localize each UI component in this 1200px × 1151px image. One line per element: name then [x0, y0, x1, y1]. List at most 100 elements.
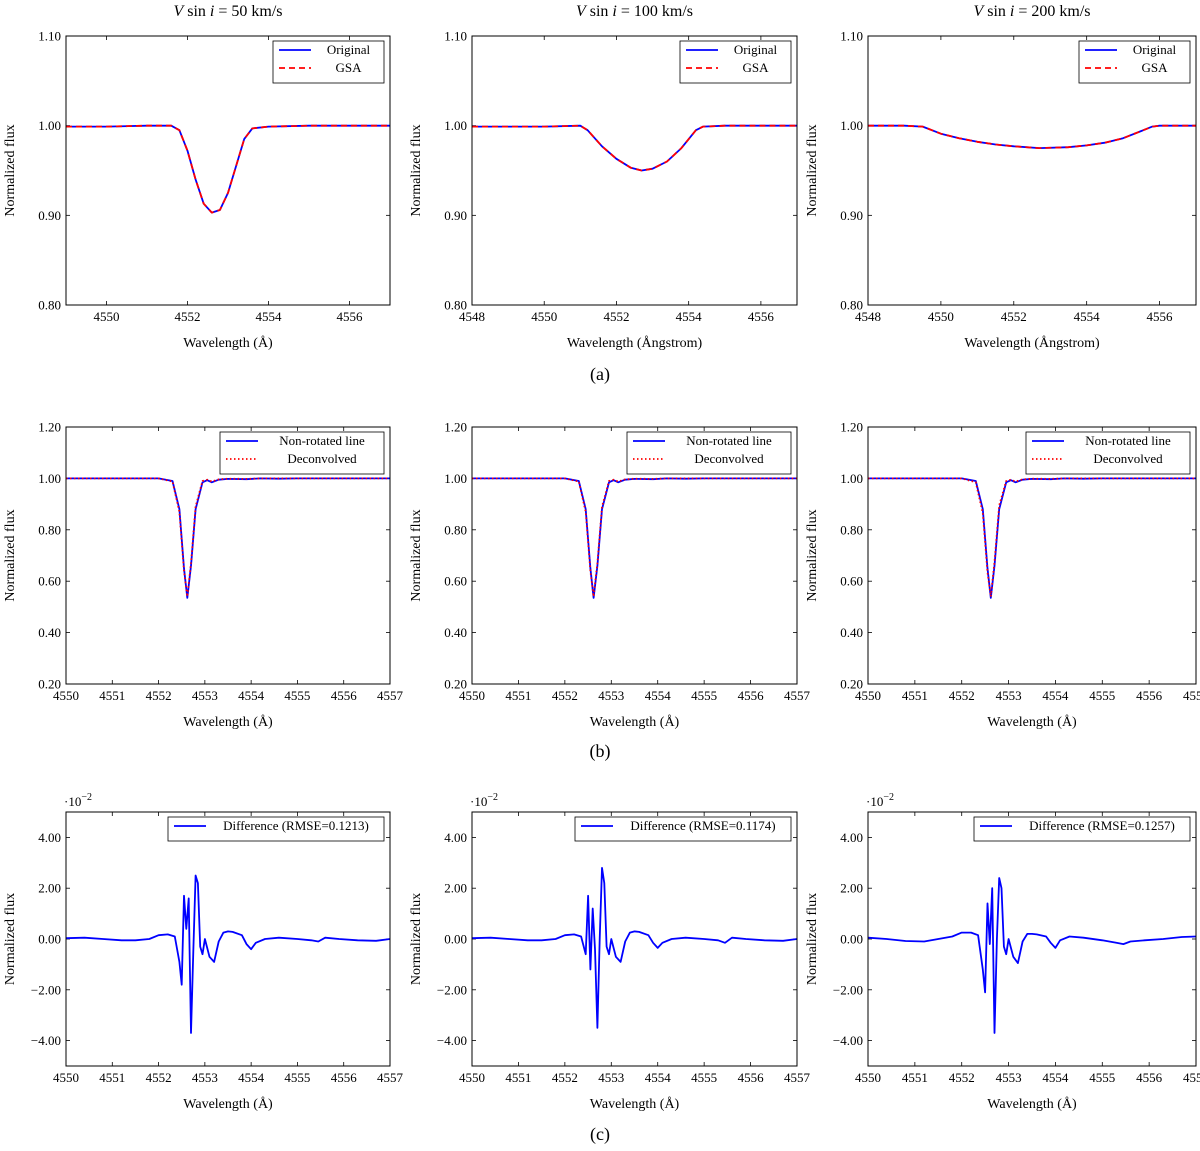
chart-panel-5: 4550 4551 4552 4553 4554 4555 4556 4557 0.20 0.40… — [409, 420, 811, 731]
legend: Non-rotated line Deconvolved — [1025, 431, 1191, 475]
y-tick-label: 1.20 — [38, 420, 61, 435]
x-tick-label: 4555 — [691, 1070, 717, 1085]
x-tick-label: 4552 — [603, 309, 629, 324]
plot-frame — [867, 426, 1197, 685]
x-tick-label: 4554 — [238, 1070, 265, 1085]
y-axis-label: Normalized flux — [3, 509, 18, 601]
x-axis-label: Wavelength (Ångstrom) — [567, 335, 703, 351]
x-tick-label: 4551 — [505, 1070, 531, 1085]
x-tick-label: 4553 — [598, 1070, 624, 1085]
y-tick-label: 0.80 — [840, 522, 863, 537]
y-axis-label: Normalized flux — [409, 893, 424, 985]
y-tick-label: −4.00 — [31, 1033, 61, 1048]
legend-label: Difference (RMSE=0.1174) — [630, 818, 775, 833]
chart-title: V sin i = 50 km/s — [173, 3, 282, 20]
x-tick-label: 4550 — [928, 309, 954, 324]
x-tick-label: 4556 — [331, 1070, 358, 1085]
series-line-1 — [868, 477, 1196, 599]
x-tick-label: 4550 — [855, 688, 881, 703]
series-line-1 — [868, 877, 1196, 1034]
x-tick-label: 4551 — [99, 1070, 125, 1085]
legend-label: Non-rotated line — [1085, 433, 1171, 448]
x-tick-label: 4557 — [784, 1070, 811, 1085]
legend-box — [679, 40, 792, 84]
x-tick-label: 4552 — [146, 688, 172, 703]
x-tick-label: 4556 — [1136, 688, 1163, 703]
y-axis-label: Normalized flux — [409, 124, 424, 216]
x-tick-label: 4557 — [377, 688, 404, 703]
y-tick-label: 0.60 — [38, 574, 61, 589]
plot-frame — [471, 811, 798, 1067]
y-tick-label: 4.00 — [840, 830, 863, 845]
x-tick-label: 4553 — [598, 688, 624, 703]
x-tick-label: 4554 — [676, 309, 703, 324]
x-tick-label: 4556 — [1147, 309, 1174, 324]
series-line-2 — [66, 124, 390, 214]
x-axis-label: Wavelength (Å) — [183, 1096, 273, 1112]
y-tick-label: 0.90 — [444, 208, 467, 223]
x-axis-label: Wavelength (Å) — [590, 1096, 680, 1112]
x-tick-label: 4557 — [1183, 1070, 1200, 1085]
x-tick-label: 4553 — [192, 688, 218, 703]
y-tick-label: −2.00 — [833, 982, 863, 997]
plot-frame — [65, 811, 391, 1067]
chart-title: V sin i = 200 km/s — [973, 3, 1090, 20]
x-axis-label: Wavelength (Å) — [987, 714, 1077, 730]
legend-box — [973, 816, 1191, 842]
y-tick-label: 0.20 — [38, 677, 61, 692]
legend-label: Difference (RMSE=0.1257) — [1029, 818, 1175, 833]
x-tick-label: 4552 — [949, 1070, 975, 1085]
chart-panel-7: 4550 4551 4552 4553 4554 4555 4556 4557 −4.00 −2.… — [3, 792, 404, 1112]
legend-label: GSA — [335, 60, 362, 75]
x-tick-label: 4555 — [1089, 1070, 1115, 1085]
legend-label: Deconvolved — [287, 451, 357, 466]
legend-label: Deconvolved — [694, 451, 764, 466]
y-tick-label: 0.20 — [444, 677, 467, 692]
x-tick-label: 4552 — [1001, 309, 1027, 324]
x-tick-label: 4556 — [738, 1070, 765, 1085]
x-tick-label: 4557 — [377, 1070, 404, 1085]
y-tick-label: 0.20 — [840, 677, 863, 692]
x-axis-label: Wavelength (Å) — [183, 335, 273, 351]
x-tick-label: 4554 — [238, 688, 265, 703]
y-tick-label: 0.00 — [38, 932, 61, 947]
x-tick-label: 4550 — [94, 309, 120, 324]
legend-label: Original — [734, 42, 778, 57]
x-axis-label: Wavelength (Å) — [987, 1096, 1077, 1112]
panel-caption: (a) — [590, 364, 610, 385]
x-tick-label: 4554 — [1074, 309, 1101, 324]
y-tick-label: 0.00 — [840, 932, 863, 947]
legend: Original GSA — [679, 40, 792, 84]
y-tick-label: 1.00 — [444, 118, 467, 133]
chart-panel-9: 4550 4551 4552 4553 4554 4555 4556 4557 −4.00 −2.… — [805, 792, 1200, 1112]
y-tick-label: 4.00 — [38, 830, 61, 845]
chart-panel-8: 4550 4551 4552 4553 4554 4555 4556 4557 −4.00 −2.… — [409, 792, 811, 1112]
x-tick-label: 4551 — [902, 1070, 928, 1085]
legend-box — [167, 816, 385, 842]
series-line-1 — [472, 477, 797, 599]
legend: Original GSA — [272, 40, 385, 84]
legend-label: Difference (RMSE=0.1213) — [223, 818, 369, 833]
x-tick-label: 4552 — [552, 1070, 578, 1085]
y-axis-label: Normalized flux — [409, 509, 424, 601]
y-tick-label: 2.00 — [444, 881, 467, 896]
x-tick-label: 4555 — [691, 688, 717, 703]
panel-caption: (b) — [590, 741, 611, 762]
y-exponent-label: ·10−2 — [866, 792, 894, 809]
legend-box — [272, 40, 385, 84]
legend-label: Non-rotated line — [686, 433, 772, 448]
x-tick-label: 4550 — [53, 1070, 79, 1085]
y-tick-label: 4.00 — [444, 830, 467, 845]
y-tick-label: 0.90 — [840, 208, 863, 223]
y-exponent-label: ·10−2 — [64, 792, 92, 809]
y-tick-label: 1.10 — [840, 29, 863, 44]
legend: Original GSA — [1078, 40, 1191, 84]
chart-panel-3: V sin i = 200 km/s 4548 4550 4552 4554 4556 0.… — [805, 3, 1197, 351]
legend-label: GSA — [1141, 60, 1168, 75]
x-tick-label: 4557 — [784, 688, 811, 703]
y-tick-label: 1.00 — [840, 471, 863, 486]
series-line-2 — [868, 477, 1196, 598]
x-tick-label: 4550 — [459, 688, 485, 703]
legend-label: Non-rotated line — [279, 433, 365, 448]
x-tick-label: 4548 — [459, 309, 485, 324]
